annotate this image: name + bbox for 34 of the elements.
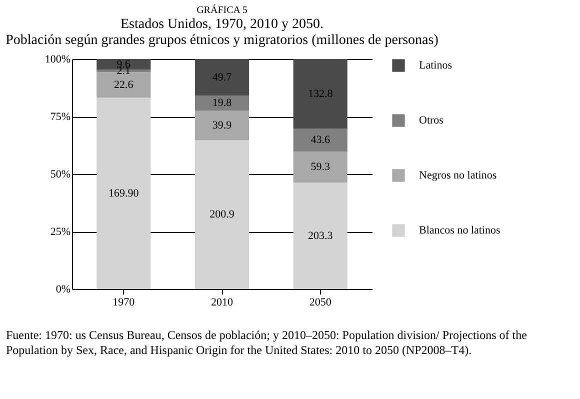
bar — [293, 182, 348, 289]
annotation: 39.9 — [212, 119, 232, 132]
annotation: 132.8 — [308, 88, 334, 100]
annotation: 19.8 — [212, 97, 232, 110]
y-tick-label: 100% — [44, 54, 70, 66]
legend-label: Blancos no latinos — [419, 224, 500, 236]
annotation: 203.3 — [308, 230, 334, 242]
annotation: 59.3 — [310, 160, 330, 173]
bar — [194, 140, 250, 289]
x-tick-label: 2010 — [211, 296, 234, 308]
bar — [293, 59, 348, 129]
legend-label: Negros no latinos — [419, 170, 497, 182]
bar — [194, 59, 250, 96]
bar — [293, 151, 348, 183]
annotation: 49.7 — [212, 71, 232, 84]
source-note: Fuente: 1970: us Census Bureau, Censos de población; y 2010–2050: Population division/ Projections of the Population by Sex, Race, and Hispanic Origin for the United States: 2010 to 2050 (NP2008–T4). — [5, 328, 528, 358]
y-tick-label: 75% — [50, 111, 70, 123]
annotation: 200.9 — [210, 208, 235, 221]
bar — [293, 128, 348, 152]
y-tick-label: 50% — [50, 168, 70, 180]
chart-title: GRÁFICA 5 — [196, 4, 248, 16]
bar — [96, 98, 151, 289]
legend-label: Otros — [419, 114, 444, 126]
annotation: 169.90 — [108, 187, 140, 200]
y-tick-label: 25% — [50, 226, 70, 238]
x-tick-label: 1970 — [112, 296, 136, 308]
chart-subtitle: Estados Unidos, 1970, 2010 y 2050. Población según grandes grupos étnicos y migratorios (millones de personas) — [6, 17, 439, 48]
annotation: 22.6 — [114, 78, 134, 91]
bar — [194, 96, 250, 111]
y-tick-label: 0% — [56, 284, 70, 296]
legend-label: Latinos — [419, 60, 452, 72]
bar — [194, 110, 250, 140]
x-tick-label: 2050 — [309, 296, 332, 308]
annotation: 43.6 — [310, 134, 330, 146]
